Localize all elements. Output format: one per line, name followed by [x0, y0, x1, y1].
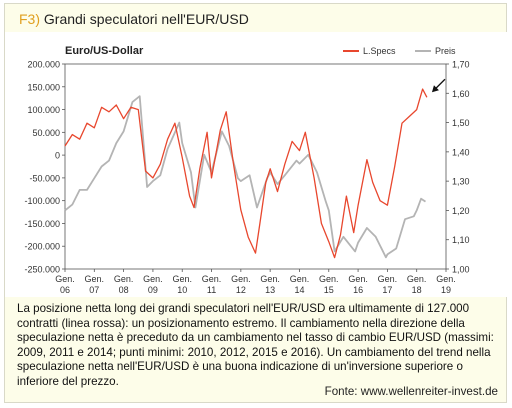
x-tick-label-bottom: 14 [294, 285, 304, 295]
x-tick-label-bottom: 09 [148, 285, 158, 295]
x-tick-label-top: Gen. [85, 274, 105, 284]
x-tick-label-top: Gen. [172, 274, 192, 284]
y-right-tick-label: 1,30 [452, 177, 470, 187]
x-tick-label-top: Gen. [231, 274, 251, 284]
y-right-tick-label: 1,70 [452, 60, 470, 70]
figure-title-text: Grandi speculatori nell'EUR/USD [43, 11, 249, 27]
annotation-arrow-head [431, 85, 439, 93]
y-left-tick-label: -100.000 [24, 196, 60, 206]
legend-label-preis: Preis [435, 46, 456, 56]
x-tick-label-bottom: 10 [177, 285, 187, 295]
x-tick-label-bottom: 08 [119, 285, 129, 295]
x-tick-label-top: Gen. [290, 274, 310, 284]
x-tick-label-top: Gen. [55, 274, 75, 284]
figure-tag: F3) [19, 11, 40, 27]
x-tick-label-top: Gen. [260, 274, 280, 284]
x-tick-label-bottom: 16 [353, 285, 363, 295]
x-tick-label-bottom: 12 [236, 285, 246, 295]
x-tick-label-top: Gen. [436, 274, 456, 284]
legend: L.Specs Preis [343, 46, 456, 56]
x-tick-label-top: Gen. [114, 274, 134, 284]
legend-label-l-specs: L.Specs [363, 46, 396, 56]
annotation-group [431, 78, 446, 93]
y-right-tick-label: 1,60 [452, 89, 470, 99]
series-line-l-specs [64, 88, 428, 259]
x-tick-label-bottom: 15 [324, 285, 334, 295]
figure-title: F3) Grandi speculatori nell'EUR/USD [19, 11, 249, 27]
figure-source: Fonte: www.wellenreiter-invest.de [324, 385, 498, 398]
x-tick-label-bottom: 06 [60, 285, 70, 295]
plot-frame [64, 63, 447, 270]
series-group [64, 88, 428, 259]
figure-caption: La posizione netta long dei grandi specu… [17, 302, 494, 388]
y-left-tick-label: -50.000 [29, 173, 60, 183]
x-tick-label-top: Gen. [202, 274, 222, 284]
y-right-tick-label: 1,50 [452, 118, 470, 128]
y-left-tick-label: -150.000 [24, 219, 60, 229]
y-left-tick-label: -250.000 [24, 265, 60, 275]
y-left-tick-label: 50.000 [32, 128, 60, 138]
chart-title: Euro/US-Dollar [65, 45, 144, 57]
x-tick-label-bottom: 11 [207, 285, 216, 295]
x-tick-label-top: Gen. [378, 274, 398, 284]
x-tick-label-bottom: 07 [89, 285, 99, 295]
x-tick-label-bottom: 13 [265, 285, 275, 295]
y-right-tick-label: 1,00 [452, 265, 470, 275]
y-left-tick-label: -200.000 [24, 242, 60, 252]
y-left-tick-label: 0 [55, 151, 60, 161]
x-tick-label-top: Gen. [319, 274, 339, 284]
x-tick-label-bottom: 19 [441, 285, 451, 295]
figure-panel: F3) Grandi speculatori nell'EUR/USD Euro… [4, 3, 508, 403]
axes: 200.000 150.000 100.000 50.000 0 -50.000 -100.… [24, 60, 469, 296]
y-left-tick-label: 150.000 [27, 82, 60, 92]
chart-background [5, 32, 508, 297]
series-line-preis [64, 95, 426, 259]
y-left-tick-label: 200.000 [27, 60, 60, 70]
x-tick-label-top: Gen. [407, 274, 427, 284]
y-right-tick-label: 1,20 [452, 206, 470, 216]
x-tick-label-bottom: 17 [382, 285, 392, 295]
x-tick-label-bottom: 18 [412, 285, 422, 295]
x-tick-label-top: Gen. [143, 274, 163, 284]
y-left-tick-label: 100.000 [27, 105, 60, 115]
y-right-tick-label: 1,10 [452, 235, 470, 245]
x-tick-label-top: Gen. [348, 274, 368, 284]
y-right-tick-label: 1,40 [452, 147, 470, 157]
chart-svg: Euro/US-Dollar L.Specs Preis 200.000 150.0… [5, 32, 508, 297]
